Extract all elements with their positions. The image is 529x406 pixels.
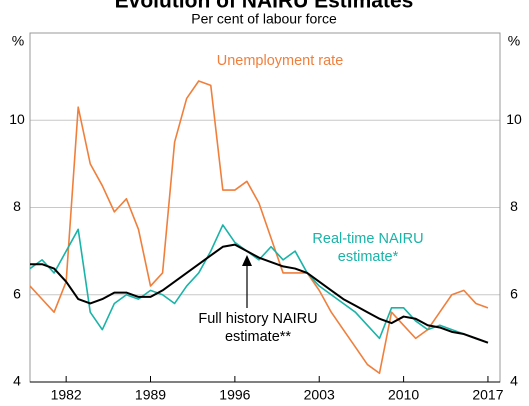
chart-subtitle: Per cent of labour force xyxy=(191,11,337,27)
x-tick-label: 1982 xyxy=(51,387,82,403)
series-line xyxy=(30,243,489,344)
x-tick-label: 1996 xyxy=(219,387,250,403)
chart-title: Evolution of NAIRU Estimates xyxy=(115,0,414,13)
y-tick-label-left: 4 xyxy=(13,373,21,389)
series-label: Real-time NAIRU estimate* xyxy=(312,231,424,265)
y-tick-label-left: 10 xyxy=(9,111,25,127)
y-tick-label-right: 4 xyxy=(510,373,518,389)
y-tick-label-left: 6 xyxy=(13,285,21,301)
series-line xyxy=(29,224,489,344)
y-tick-label-left: 8 xyxy=(13,198,21,214)
y-tick-label-right: 6 xyxy=(510,285,518,301)
series-label: Full history NAIRU estimate** xyxy=(198,311,318,345)
y-unit-right: % xyxy=(508,33,520,49)
x-tick-label: 2017 xyxy=(472,387,503,403)
series-line xyxy=(29,80,489,375)
series-label: Unemployment rate xyxy=(216,53,344,69)
x-tick-label: 2010 xyxy=(388,387,419,403)
annotation-arrowhead xyxy=(242,255,252,266)
y-tick-label-right: 10 xyxy=(506,111,522,127)
x-tick-label: 2003 xyxy=(304,387,335,403)
x-tick-label: 1989 xyxy=(135,387,166,403)
y-tick-label-right: 8 xyxy=(510,198,518,214)
y-unit-left: % xyxy=(12,33,24,49)
